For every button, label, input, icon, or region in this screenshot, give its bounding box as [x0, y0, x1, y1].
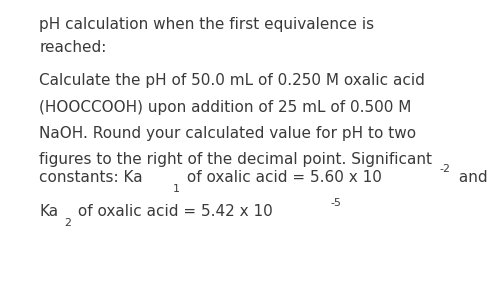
Text: 2: 2 [64, 218, 71, 228]
Text: Ka: Ka [39, 204, 58, 219]
Text: reached:: reached: [39, 40, 106, 56]
Text: of oxalic acid = 5.60 x 10: of oxalic acid = 5.60 x 10 [182, 170, 382, 185]
Text: constants: Ka: constants: Ka [39, 170, 143, 185]
Text: Calculate the pH of 50.0 mL of 0.250 M oxalic acid: Calculate the pH of 50.0 mL of 0.250 M o… [39, 74, 425, 88]
Text: 1: 1 [173, 184, 180, 194]
Text: pH calculation when the first equivalence is: pH calculation when the first equivalenc… [39, 16, 374, 32]
Text: and: and [454, 170, 488, 185]
Text: -5: -5 [330, 198, 342, 208]
Text: (HOOCCOOH) upon addition of 25 mL of 0.500 M: (HOOCCOOH) upon addition of 25 mL of 0.5… [39, 100, 412, 115]
Text: figures to the right of the decimal point. Significant: figures to the right of the decimal poin… [39, 152, 432, 167]
Text: -2: -2 [440, 164, 451, 175]
Text: of oxalic acid = 5.42 x 10: of oxalic acid = 5.42 x 10 [73, 204, 272, 219]
Text: NaOH. Round your calculated value for pH to two: NaOH. Round your calculated value for pH… [39, 126, 416, 141]
